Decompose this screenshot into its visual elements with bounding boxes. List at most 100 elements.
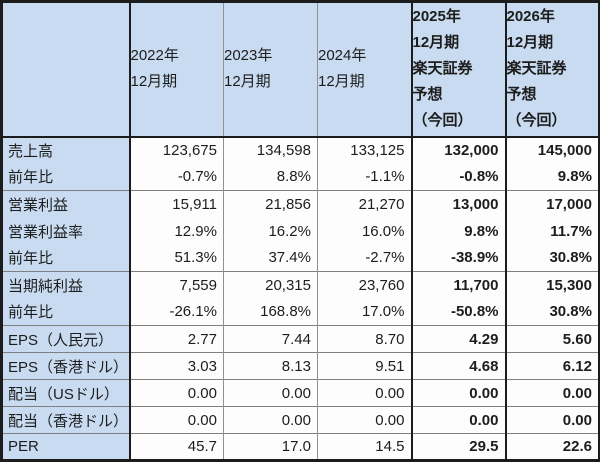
- value-cell: 5.60: [504, 325, 600, 353]
- table-header: 2022年 12月期 2023年 12月期 2024年 12月期 2025年 12月期 楽天証券…: [1, 1, 600, 138]
- value-cell: 51.3%: [128, 244, 224, 272]
- value-cell: 14.5: [317, 433, 412, 461]
- value-cell: 11.7%: [504, 217, 600, 245]
- value-cell: 37.4%: [223, 244, 318, 272]
- value-cell: 0.00: [223, 379, 318, 407]
- value-cell: 0.00: [317, 406, 412, 434]
- value-cell: 8.8%: [223, 163, 318, 191]
- value-cell: 145,000: [504, 136, 600, 164]
- value-cell: 17.0%: [317, 298, 412, 326]
- table-row: 当期純利益 7,559 20,315 23,760 11,700 15,300: [1, 271, 600, 299]
- value-cell: 3.03: [128, 352, 224, 380]
- value-cell: 7,559: [128, 271, 224, 299]
- column-header-line: （今回）: [506, 112, 567, 130]
- value-cell: 12.9%: [128, 217, 224, 245]
- table-row: EPS（人民元） 2.77 7.44 8.70 4.29 5.60: [1, 325, 600, 353]
- value-cell: 22.6: [504, 433, 600, 461]
- value-cell: 17.0: [223, 433, 318, 461]
- row-label: 当期純利益: [1, 271, 130, 299]
- value-cell: 15,300: [504, 271, 600, 299]
- row-label: 前年比: [1, 163, 130, 191]
- table-row: 営業利益率 12.9% 16.2% 16.0% 9.8% 11.7%: [1, 217, 600, 245]
- value-cell: 132,000: [410, 136, 506, 164]
- value-cell: 123,675: [128, 136, 224, 164]
- value-cell: 2.77: [128, 325, 224, 353]
- value-cell: -26.1%: [128, 298, 224, 326]
- value-cell: 11,700: [410, 271, 506, 299]
- column-header-line: 2022年: [130, 47, 179, 65]
- value-cell: -1.1%: [317, 163, 412, 191]
- row-label: 配当（香港ドル）: [1, 406, 130, 434]
- corner-cell: [1, 1, 130, 138]
- table-row: 売上高 123,675 134,598 133,125 132,000 145,000: [1, 136, 600, 164]
- value-cell: 0.00: [128, 406, 224, 434]
- value-cell: -2.7%: [317, 244, 412, 272]
- row-label: EPS（人民元）: [1, 325, 130, 353]
- table-row: PER 45.7 17.0 14.5 29.5 22.6: [1, 433, 600, 461]
- row-label: EPS（香港ドル）: [1, 352, 130, 380]
- value-cell: 6.12: [504, 352, 600, 380]
- value-cell: 4.68: [410, 352, 506, 380]
- column-header-line: 楽天証券: [412, 60, 473, 78]
- column-header-line: 12月期: [130, 73, 178, 91]
- row-label: 売上高: [1, 136, 130, 164]
- value-cell: 7.44: [223, 325, 318, 353]
- column-header-line: 2023年: [224, 47, 273, 65]
- value-cell: 20,315: [223, 271, 318, 299]
- column-header-line: 12月期: [412, 34, 460, 52]
- table-row: 前年比 -26.1% 168.8% 17.0% -50.8% 30.8%: [1, 298, 600, 326]
- value-cell: 4.29: [410, 325, 506, 353]
- value-cell: 13,000: [410, 190, 506, 218]
- value-cell: 0.00: [317, 379, 412, 407]
- value-cell: 29.5: [410, 433, 506, 461]
- value-cell: 21,856: [223, 190, 318, 218]
- column-header-line: 2025年: [412, 8, 461, 26]
- table-row: 前年比 -0.7% 8.8% -1.1% -0.8% 9.8%: [1, 163, 600, 191]
- column-header-0: 2022年 12月期: [128, 1, 224, 138]
- column-header-line: 2026年: [506, 8, 555, 26]
- row-label: 配当（USドル）: [1, 379, 130, 407]
- value-cell: 15,911: [128, 190, 224, 218]
- value-cell: 21,270: [317, 190, 412, 218]
- value-cell: -50.8%: [410, 298, 506, 326]
- column-header-2: 2024年 12月期: [317, 1, 412, 138]
- value-cell: -0.7%: [128, 163, 224, 191]
- value-cell: 9.8%: [504, 163, 600, 191]
- table-row: 配当（USドル） 0.00 0.00 0.00 0.00 0.00: [1, 379, 600, 407]
- value-cell: -38.9%: [410, 244, 506, 272]
- value-cell: -0.8%: [410, 163, 506, 191]
- value-cell: 0.00: [410, 406, 506, 434]
- column-header-line: 予想: [506, 86, 537, 104]
- value-cell: 8.13: [223, 352, 318, 380]
- table-row: 配当（香港ドル） 0.00 0.00 0.00 0.00 0.00: [1, 406, 600, 434]
- value-cell: 0.00: [504, 379, 600, 407]
- column-header-line: 楽天証券: [506, 60, 567, 78]
- column-header-line: （今回）: [412, 112, 473, 130]
- value-cell: 45.7: [128, 433, 224, 461]
- row-label: 前年比: [1, 298, 130, 326]
- table-row: 前年比 51.3% 37.4% -2.7% -38.9% 30.8%: [1, 244, 600, 272]
- value-cell: 30.8%: [504, 298, 600, 326]
- column-header-4: 2026年 12月期楽天証券予想 （今回）: [504, 1, 600, 138]
- header-row: 2022年 12月期 2023年 12月期 2024年 12月期 2025年 12月期 楽天証券…: [1, 1, 600, 138]
- column-header-line: 12月期: [506, 34, 554, 52]
- value-cell: 23,760: [317, 271, 412, 299]
- column-header-1: 2023年 12月期: [223, 1, 318, 138]
- column-header-line: 12月期: [318, 73, 365, 91]
- column-header-line: 12月期: [224, 73, 271, 91]
- value-cell: 0.00: [410, 379, 506, 407]
- value-cell: 134,598: [223, 136, 318, 164]
- table-row: 営業利益 15,911 21,856 21,270 13,000 17,000: [1, 190, 600, 218]
- value-cell: 9.8%: [410, 217, 506, 245]
- value-cell: 168.8%: [223, 298, 318, 326]
- value-cell: 17,000: [504, 190, 600, 218]
- value-cell: 16.2%: [223, 217, 318, 245]
- table-body: 売上高 123,675 134,598 133,125 132,000 145,000 前年…: [1, 136, 600, 461]
- row-label: 営業利益率: [1, 217, 130, 245]
- row-label: PER: [1, 433, 130, 461]
- value-cell: 9.51: [317, 352, 412, 380]
- value-cell: 0.00: [223, 406, 318, 434]
- value-cell: 16.0%: [317, 217, 412, 245]
